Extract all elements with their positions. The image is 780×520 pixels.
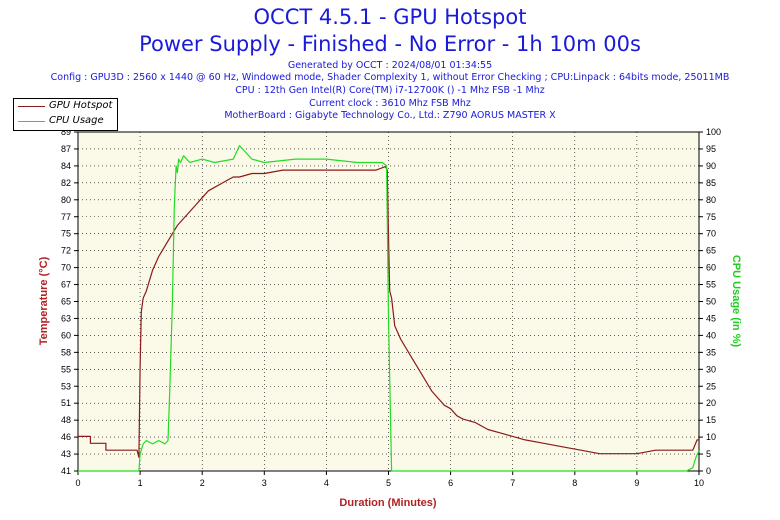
y-tick-label: 46 [61,432,71,442]
y-tick-label: 82 [61,178,71,188]
x-tick-label: 0 [75,478,80,488]
y-right-tick-label: 15 [706,415,716,425]
x-tick-label: 5 [386,478,391,488]
legend: GPU Hotspot CPU Usage [13,98,118,131]
y-right-tick-label: 45 [706,313,716,323]
y-tick-label: 51 [61,398,71,408]
x-tick-label: 7 [510,478,515,488]
legend-item-cpu-usage: CPU Usage [14,114,117,129]
legend-item-gpu-hotspot: GPU Hotspot [14,99,117,114]
chart-title: OCCT 4.5.1 - GPU Hotspot [253,5,527,29]
y-right-tick-label: 50 [706,297,716,307]
x-tick-label: 10 [694,478,704,488]
y-right-tick-label: 95 [706,144,716,154]
y-right-tick-label: 55 [706,280,716,290]
y-right-tick-label: 5 [706,449,711,459]
y-tick-label: 80 [61,195,71,205]
y-tick-label: 70 [61,263,71,273]
y-right-tick-label: 70 [706,229,716,239]
chart-subtitle: Power Supply - Finished - No Error - 1h … [139,32,641,56]
y-right-tick-label: 25 [706,381,716,391]
info-clock: Current clock : 3610 Mhz FSB Mhz [309,98,471,109]
y-axis-label-right: CPU Usage (in %) [730,255,742,348]
x-tick-label: 2 [200,478,205,488]
y-tick-label: 41 [61,466,71,476]
info-generated: Generated by OCCT : 2024/08/01 01:34:55 [287,60,493,71]
y-tick-label: 84 [61,161,71,171]
y-tick-label: 75 [61,229,71,239]
y-right-tick-label: 80 [706,195,716,205]
y-tick-label: 63 [61,313,71,323]
gridlines [78,132,699,471]
y-tick-label: 48 [61,415,71,425]
y-tick-label: 77 [61,212,71,222]
legend-swatch-gpu-hotspot [18,106,45,107]
y-right-tick-label: 85 [706,178,716,188]
info-cpu: CPU : 12th Gen Intel(R) Core(TM) i7-1270… [235,85,545,96]
y-right-tick-label: 75 [706,212,716,222]
x-tick-label: 3 [262,478,267,488]
legend-label-gpu-hotspot: GPU Hotspot [49,100,113,111]
y-right-tick-label: 20 [706,398,716,408]
y-right-tick-label: 0 [706,466,711,476]
y-right-tick-label: 100 [706,127,721,137]
y-right-tick-label: 30 [706,364,716,374]
x-tick-label: 6 [448,478,453,488]
y-tick-label: 67 [61,280,71,290]
y-tick-label: 72 [61,246,71,256]
y-right-tick-label: 35 [706,347,716,357]
x-tick-label: 9 [634,478,639,488]
y-right-tick-label: 90 [706,161,716,171]
series-line-cpu-usage [78,145,700,472]
axis-ticks: 0 1 2 3 4 5 6 7 8 9 104143464851535558606365677072… [61,127,721,488]
info-config: Config : GPU3D : 2560 x 1440 @ 60 Hz, Wi… [50,72,730,83]
y-tick-label: 53 [61,381,71,391]
y-right-tick-label: 10 [706,432,716,442]
y-tick-label: 43 [61,449,71,459]
y-right-tick-label: 65 [706,246,716,256]
x-axis-label: Duration (Minutes) [339,497,436,509]
x-tick-label: 1 [138,478,143,488]
x-tick-label: 4 [324,478,329,488]
legend-label-cpu-usage: CPU Usage [49,115,104,126]
legend-swatch-cpu-usage [18,121,45,122]
y-tick-label: 89 [61,127,71,137]
y-axis-label: Temperature (°C) [38,256,50,345]
series-line-gpu-hotspot [78,166,699,458]
x-tick-label: 8 [572,478,577,488]
y-tick-label: 60 [61,330,71,340]
y-tick-label: 55 [61,364,71,374]
y-tick-label: 58 [61,347,71,357]
y-right-tick-label: 40 [706,330,716,340]
series-layer [78,145,700,472]
y-right-tick-label: 60 [706,263,716,273]
y-tick-label: 87 [61,144,71,154]
y-tick-label: 65 [61,297,71,307]
info-motherboard: MotherBoard : Gigabyte Technology Co., L… [224,110,556,121]
